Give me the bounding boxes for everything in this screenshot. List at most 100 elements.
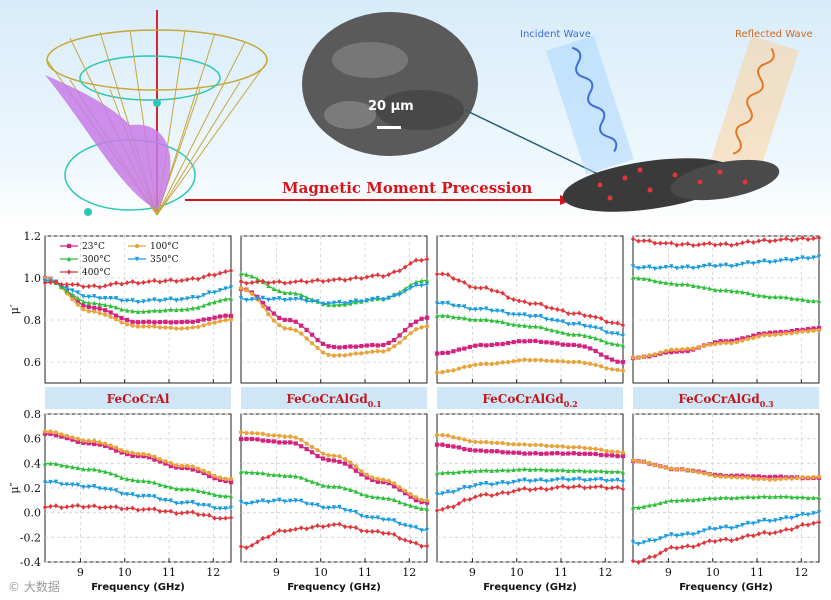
legend-item-23C: 23°C [60,242,105,252]
series-100C [238,286,430,358]
illustration-svg [45,10,799,216]
series-100C [238,430,430,503]
series-23C [434,442,626,459]
panel-0-mu-imag [42,413,234,563]
series-23C [238,436,430,505]
y-tick-label: -0.2 [20,531,41,544]
panel-1-mu-imag [238,413,430,563]
panel-1-mu-real [238,235,430,384]
series-300C [434,313,626,348]
y-tick-label: 0.8 [24,314,42,327]
legend-item-300C: 300°C [60,255,111,265]
panel-label-1: FeCoCrAlGd0.1 [286,392,381,409]
precession-title: Magnetic Moment Precession [282,179,533,197]
series-350C [42,479,234,512]
series-23C [238,286,430,350]
y-axis-label: μ′ [8,304,21,314]
x-tick-label: 11 [358,566,372,579]
panel-2-mu-imag [434,413,626,563]
series-100C [630,328,822,360]
reflected-label: Reflected Wave [735,29,813,40]
y-tick-label: 1.0 [24,272,42,285]
series-300C [434,466,626,476]
legend-label: 300°C [82,255,111,265]
particle-2 [670,159,780,201]
y-tick-label: 0.8 [24,408,42,421]
series-400C [238,521,430,551]
x-tick-label: 10 [706,566,720,579]
watermark: © 大数据 [8,580,60,594]
x-tick-label: 9 [273,566,280,579]
panel-caption-band [437,387,623,409]
incident-label: Incident Wave [520,29,591,40]
x-tick-label: 10 [314,566,328,579]
y-axis-label: μ″ [8,482,21,493]
legend-label: 400°C [82,268,111,278]
y-tick-label: -0.4 [20,556,41,569]
series-350C [630,254,822,272]
x-axis-label: Frequency (GHz) [287,582,381,593]
panel-2-mu-real [434,235,626,384]
x-tick-label: 12 [402,566,416,579]
x-tick-label: 11 [162,566,176,579]
series-300C [238,469,430,512]
legend: 23°C 100°C 300°C 350°C 400°C [60,242,179,278]
incident-wave [546,35,634,175]
series-300C [42,277,234,315]
legend-item-100C: 100°C [128,242,179,252]
series-100C [434,432,626,455]
series-400C [42,267,234,290]
x-tick-label: 9 [469,566,476,579]
legend-label: 350°C [150,255,179,265]
x-tick-label: 10 [118,566,132,579]
series-300C [630,493,822,510]
legend-label: 23°C [82,242,105,252]
panel-label-2: FeCoCrAlGd0.2 [482,392,577,409]
plot-frame [240,235,428,384]
x-tick-label: 12 [794,566,808,579]
series-350C [238,282,430,307]
scale-bar-label: 20 μm [368,99,414,114]
legend-label: 100°C [150,242,179,252]
y-tick-label: 0.4 [24,457,42,470]
series-400C [42,502,234,521]
panel-caption-band [633,387,819,409]
legend-item-350C: 350°C [128,255,179,265]
plot-frame [632,235,820,384]
header-illustration [0,0,831,228]
series-350C [434,476,626,498]
panel-3-mu-imag [630,413,822,565]
x-tick-label: 12 [206,566,220,579]
x-axis-label: Frequency (GHz) [679,582,773,593]
series-400C [434,483,626,514]
series-350C [630,510,822,547]
panel-0-mu-real [42,235,234,384]
series-100C [630,458,822,482]
series-350C [42,278,234,305]
x-tick-label: 9 [665,566,672,579]
y-tick-label: 0.6 [24,433,42,446]
series-100C [434,357,626,375]
y-tick-label: 1.2 [24,230,42,243]
series-100C [42,429,234,482]
reflected-wave [711,35,799,175]
x-tick-label: 9 [77,566,84,579]
x-tick-label: 11 [750,566,764,579]
x-tick-label: 10 [510,566,524,579]
panel-3-mu-real [630,235,822,384]
legend-item-400C: 400°C [60,268,111,278]
series-300C [42,460,234,499]
x-tick-label: 11 [554,566,568,579]
series-400C [434,271,626,328]
y-tick-label: 0.0 [24,507,42,520]
x-axis-label: Frequency (GHz) [91,582,185,593]
series-400C [238,256,430,286]
series-350C [434,300,626,339]
series-350C [238,497,430,533]
y-tick-label: 0.6 [24,356,42,369]
series-400C [630,519,822,565]
series-300C [630,275,822,304]
panel-caption-band [45,387,231,409]
y-tick-label: 0.2 [24,482,42,495]
